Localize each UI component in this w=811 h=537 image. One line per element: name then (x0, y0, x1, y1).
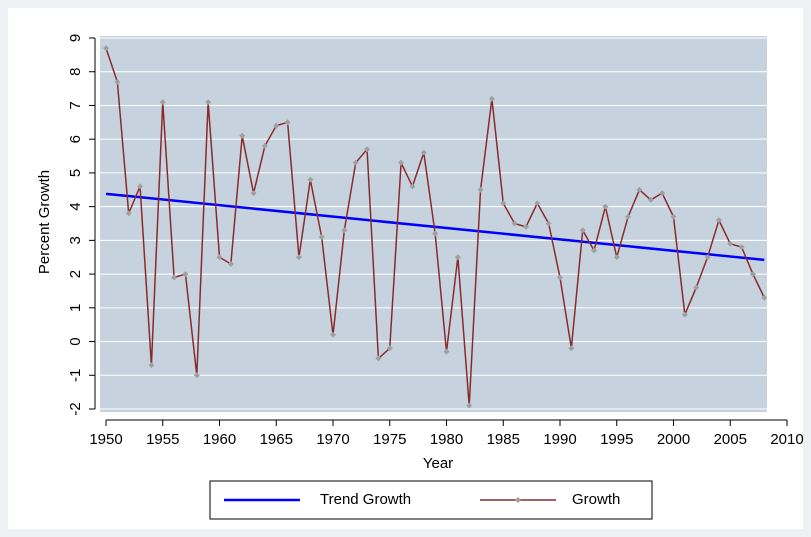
point-marker (103, 45, 109, 52)
point-marker (625, 213, 632, 220)
point-marker (159, 99, 166, 106)
point-marker (488, 95, 495, 102)
point-marker (216, 254, 223, 261)
y-tick-label: -1 (67, 369, 84, 382)
point-marker (432, 230, 439, 237)
y-tick-label: 0 (67, 337, 84, 345)
x-tick-label: 1965 (260, 431, 293, 448)
point-marker (693, 284, 700, 291)
point-marker (227, 260, 234, 267)
point-marker (273, 122, 280, 129)
point-marker (239, 132, 246, 139)
x-tick-label: 2010 (770, 431, 803, 448)
y-tick-label: 9 (67, 34, 84, 42)
point-marker (137, 183, 144, 190)
point-marker (375, 355, 382, 362)
y-tick-label: 2 (67, 270, 84, 278)
point-marker (182, 271, 189, 278)
point-marker (261, 142, 268, 149)
x-tick-label: 2005 (714, 431, 747, 448)
point-marker (613, 254, 620, 261)
point-marker (443, 348, 450, 355)
point-marker (749, 271, 756, 278)
y-tick-label: 6 (67, 135, 84, 143)
point-marker (511, 220, 518, 227)
point-marker (568, 345, 575, 352)
x-tick-label: 1970 (316, 431, 349, 448)
x-tick-label: 1985 (487, 431, 520, 448)
y-tick-label: 5 (67, 169, 84, 177)
point-marker (715, 217, 722, 224)
x-axis-label: Year (423, 455, 453, 472)
point-marker (466, 402, 473, 409)
legend-label: Growth (572, 491, 620, 508)
legend-label: Trend Growth (320, 491, 411, 508)
point-marker (284, 119, 291, 126)
point-marker (398, 159, 405, 166)
y-tick-label: 1 (67, 304, 84, 312)
y-tick-label: 7 (67, 101, 84, 109)
point-marker (738, 244, 745, 251)
x-tick-label: 1995 (600, 431, 633, 448)
point-marker (659, 190, 666, 197)
point-marker (591, 247, 598, 254)
point-marker (295, 254, 302, 261)
point-marker (318, 233, 325, 240)
point-marker (647, 196, 654, 203)
y-tick-label: -2 (67, 402, 84, 415)
point-marker (477, 186, 484, 193)
point-marker (171, 274, 178, 281)
legend-marker (515, 497, 521, 503)
point-marker (704, 254, 711, 261)
point-marker (364, 146, 371, 153)
point-marker (250, 190, 257, 197)
point-marker (557, 274, 563, 281)
point-marker (579, 227, 586, 234)
point-marker (727, 240, 734, 247)
x-tick-label: 1975 (373, 431, 406, 448)
point-marker (670, 213, 677, 220)
point-marker (454, 254, 461, 261)
y-tick-label: 3 (67, 236, 84, 244)
point-marker (352, 159, 359, 166)
x-tick-label: 1990 (543, 431, 576, 448)
point-marker (193, 372, 200, 379)
point-marker (409, 183, 416, 190)
point-marker (307, 176, 314, 183)
point-marker (681, 311, 688, 318)
point-marker (386, 345, 393, 352)
point-marker (500, 200, 507, 207)
y-tick-label: 4 (67, 202, 84, 210)
point-marker (636, 186, 643, 193)
point-marker (205, 99, 212, 106)
point-marker (534, 200, 541, 207)
x-tick-label: 1950 (89, 431, 122, 448)
point-marker (602, 203, 609, 210)
x-tick-label: 1960 (203, 431, 236, 448)
point-marker (761, 294, 768, 301)
x-tick-label: 1980 (430, 431, 463, 448)
point-marker (545, 220, 552, 227)
x-tick-label: 1955 (146, 431, 179, 448)
point-marker (420, 149, 427, 156)
point-marker (125, 210, 132, 217)
point-marker (330, 331, 336, 338)
y-axis-label: Percent Growth (36, 170, 53, 274)
point-marker (114, 78, 121, 85)
point-marker (341, 227, 348, 234)
y-tick-label: 8 (67, 68, 84, 76)
x-tick-label: 2000 (657, 431, 690, 448)
point-marker (522, 223, 529, 230)
point-marker (148, 362, 155, 369)
